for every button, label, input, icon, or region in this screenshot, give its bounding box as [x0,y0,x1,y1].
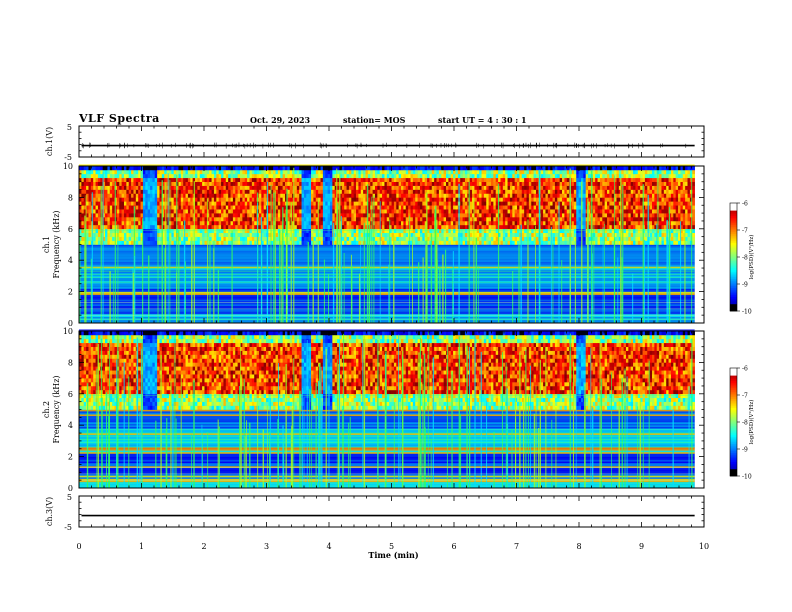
ch1-spectrogram-colorbar-tick: -9 [742,282,748,289]
ch3-waveform-panel: 5 -5 ch.3(V) [45,493,705,532]
ch1-spectrogram-panel: 0 2 4 6 8 10 ch.1 Frequency (kHz) -6 -7 -8 -9 -10 log… [42,162,755,328]
ch1-spectrogram-ylabel-channel: ch.1 [42,236,51,253]
ch2-spectrogram-colorbar-tick: -9 [742,447,748,454]
ch2-spectrogram-ytick: 6 [68,390,73,399]
ch2-spectrogram-ytick: 10 [63,327,73,336]
date-label: Oct. 29, 2023 [250,115,311,125]
ch3-waveform-ylabel: ch.3(V) [45,497,54,526]
plot-title: VLF Spectra [79,112,160,125]
ch1-spectrogram-colorbar-tick: -10 [742,309,752,316]
ch2-spectrogram-colorbar-tick: -10 [742,474,752,481]
start-ut-label: start UT = 4 : 30 : 1 [438,115,527,125]
ch1-spectrogram-sferics [79,167,693,323]
ch1-spectrogram-ytick: 10 [63,162,73,171]
ch1-waveform-ylabel: ch.1(V) [45,127,54,156]
time-axis-tick: 8 [576,542,581,551]
time-axis-tick: 6 [451,542,456,551]
ch2-spectrogram-ylabel-channel: ch.2 [42,401,51,418]
ch2-spectrogram-panel: 0 2 4 6 8 10 ch.2 Frequency (kHz) -6 -7 -8 -9 -10 log… [42,327,755,493]
ch1-spectrogram-ytick: 8 [68,193,73,202]
ch2-spectrogram-ytick: 2 [68,453,73,462]
ch1-spectrogram-colorbar-tick: -7 [742,228,748,235]
ch1-spectrogram-lines [79,230,695,316]
ch3-waveform-frame [78,495,705,528]
ch3-waveform-ytick-top: 5 [67,493,72,502]
ch2-spectrogram-ytick: 4 [68,421,73,430]
ch2-spectrogram-colorbar-tick: -6 [742,366,748,373]
ch2-spectrogram-cells [79,331,695,410]
ch1-spectrogram-colorbar-label: log(PSD)(V²/Hz) [748,235,755,280]
time-axis-tick: 5 [389,542,394,551]
ch3-waveform-ytick-bottom: -5 [64,523,72,532]
ch1-spectrogram-ytick: 2 [68,288,73,297]
ch1-spectrogram-colorbar: -6 -7 -8 -9 -10 log(PSD)(V²/Hz) [729,201,755,316]
time-axis-tick: 2 [201,542,206,551]
time-axis-tick: 10 [699,542,709,551]
station-label: station= MOS [343,115,406,125]
ch1-spectrogram-colorbar-tick: -8 [742,255,748,262]
ch2-spectrogram-colorbar-tick: -7 [742,393,748,400]
ch1-waveform-ytick-bottom: -5 [64,153,72,162]
time-axis-label: Time (min) [368,550,418,560]
time-axis-tick: 1 [139,542,144,551]
ch1-spectrogram-ytick: 4 [68,256,73,265]
ch1-waveform-spikes [81,142,687,149]
ch2-spectrogram-ytick: 8 [68,358,73,367]
ch1-spectrogram-ylabel-freq: Frequency (kHz) [52,210,61,278]
ch1-waveform-frame [78,125,705,158]
ch1-spectrogram-colorbar-tick: -6 [742,201,748,208]
ch2-spectrogram-colorbar: -6 -7 -8 -9 -10 log(PSD)(V²/Hz) [729,366,755,481]
ch2-spectrogram-lines [79,395,695,481]
ch2-spectrogram-colorbar-tick: -8 [742,420,748,427]
ch1-spectrogram-ytick: 0 [68,319,73,328]
ch1-waveform-panel: 5 -5 ch.1(V) [45,123,705,162]
ch2-spectrogram-ylabel-freq: Frequency (kHz) [52,375,61,443]
ch2-spectrogram-sferics [86,331,693,488]
time-axis-tick: 4 [326,542,331,551]
time-axis-tick: 7 [514,542,519,551]
ch1-spectrogram-ytick: 6 [68,225,73,234]
time-axis-tick: 0 [76,542,81,551]
ch2-spectrogram-ytick: 0 [68,484,73,493]
ch1-spectrogram-cells [79,166,695,245]
time-axis-tick: 9 [639,542,644,551]
ch2-spectrogram-colorbar-label: log(PSD)(V²/Hz) [748,400,755,445]
ch1-waveform-ytick-top: 5 [67,123,72,132]
time-axis-tick: 3 [264,542,269,551]
